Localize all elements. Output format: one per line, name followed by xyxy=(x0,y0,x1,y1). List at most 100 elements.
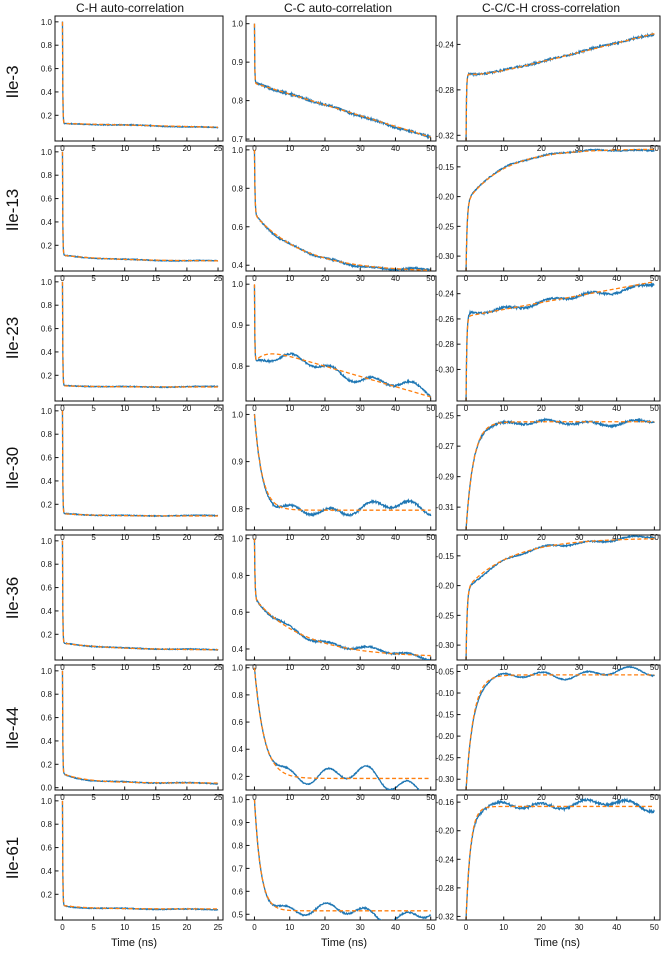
y-tick-label: 0.4 xyxy=(41,607,53,616)
y-tick-label: -0.24 xyxy=(436,855,455,864)
data-series-line xyxy=(465,417,655,530)
x-tick-label: 50 xyxy=(426,923,435,932)
fit-series-line xyxy=(61,800,219,910)
data-series-line xyxy=(61,151,219,263)
panel-frame xyxy=(245,534,437,661)
x-tick-label: 10 xyxy=(120,923,129,932)
row-label-ile23: Ile-23 xyxy=(3,317,22,360)
panel-frame xyxy=(54,275,224,402)
x-tick-label: 0 xyxy=(252,144,257,153)
y-tick-label: 0.6 xyxy=(232,887,244,896)
x-tick-label: 40 xyxy=(612,144,621,153)
fit-series-line xyxy=(465,281,655,401)
data-series-line xyxy=(61,281,219,389)
panel-grid: 0.2 0.4 0.6 0.8 1.0 0 5 10 15 20 25 0.7 0.8 0.9 1.0 0 10… xyxy=(41,15,661,932)
y-tick-label: -0.25 xyxy=(436,412,455,421)
y-tick-label: 0.2 xyxy=(41,500,53,509)
fit-series-line xyxy=(61,151,219,262)
y-tick-label: 0.0 xyxy=(41,784,53,793)
x-tick-label: 5 xyxy=(91,663,96,672)
x-tick-label: 10 xyxy=(120,404,129,413)
data-series-line xyxy=(61,670,219,785)
y-tick-label: -0.30 xyxy=(436,641,455,650)
data-series-line xyxy=(465,31,655,141)
panel-frame xyxy=(54,664,224,791)
x-tick-label: 50 xyxy=(650,663,659,672)
x-tick-label: 20 xyxy=(321,274,330,283)
data-series-line xyxy=(253,538,432,660)
panel-frame xyxy=(456,534,661,661)
panel-frame xyxy=(245,404,437,531)
y-tick-label: -0.16 xyxy=(436,798,455,807)
x-tick-label: 0 xyxy=(252,793,257,802)
x-tick-label: 40 xyxy=(612,533,621,542)
y-tick-label: 0.7 xyxy=(232,135,244,144)
x-tick-label: 30 xyxy=(575,144,584,153)
fit-series-line xyxy=(465,421,655,530)
x-tick-label: 0 xyxy=(464,404,469,413)
y-tick-label: 0.8 xyxy=(41,301,53,310)
x-tick-label: 50 xyxy=(650,793,659,802)
x-tick-label: 0 xyxy=(464,663,469,672)
x-tick-label: 25 xyxy=(214,274,223,283)
x-tick-label: 25 xyxy=(214,144,223,153)
panel-frame xyxy=(456,404,661,531)
x-tick-label: 10 xyxy=(120,144,129,153)
data-series-line xyxy=(61,540,219,651)
y-tick-label: 0.8 xyxy=(232,362,244,371)
fit-series-line xyxy=(61,281,219,388)
x-tick-label: 50 xyxy=(650,274,659,283)
x-tick-label: 40 xyxy=(612,923,621,932)
x-tick-label: 40 xyxy=(612,404,621,413)
fit-series-line xyxy=(465,538,655,660)
data-series-line xyxy=(465,148,655,271)
x-tick-label: 40 xyxy=(612,663,621,672)
data-series-line xyxy=(61,411,219,518)
y-tick-label: 0.6 xyxy=(41,844,53,853)
x-tick-label: 15 xyxy=(151,404,160,413)
x-tick-label: 30 xyxy=(356,793,365,802)
y-tick-label: -0.24 xyxy=(436,40,455,49)
data-series-line xyxy=(465,281,655,401)
x-tick-label: 30 xyxy=(356,144,365,153)
x-tick-label: 0 xyxy=(464,923,469,932)
y-tick-label: 0.9 xyxy=(232,458,244,467)
x-tick-label: 10 xyxy=(285,533,294,542)
fit-series-line xyxy=(253,667,431,780)
row-label-ile44: Ile-44 xyxy=(3,707,22,750)
y-tick-label: 0.6 xyxy=(41,325,53,334)
data-series-line xyxy=(61,800,219,911)
panel-frame xyxy=(245,664,437,791)
y-tick-label: 1.0 xyxy=(232,796,244,805)
y-tick-label: -0.20 xyxy=(436,827,455,836)
data-series-line xyxy=(253,150,432,271)
x-tick-label: 20 xyxy=(537,274,546,283)
y-tick-label: 0.6 xyxy=(41,454,53,463)
x-tick-label: 20 xyxy=(321,404,330,413)
x-tick-label: 20 xyxy=(182,404,191,413)
y-tick-label: 0.8 xyxy=(232,571,244,580)
x-tick-label: 50 xyxy=(426,663,435,672)
x-tick-label: 0 xyxy=(60,404,65,413)
x-tick-label: 20 xyxy=(321,793,330,802)
y-tick-label: 0.8 xyxy=(232,691,244,700)
y-tick-label: -0.20 xyxy=(436,732,455,741)
x-tick-label: 15 xyxy=(151,923,160,932)
x-tick-label: 20 xyxy=(537,663,546,672)
y-tick-label: -0.28 xyxy=(436,340,455,349)
y-tick-label: 0.8 xyxy=(232,184,244,193)
x-tick-label: 0 xyxy=(252,923,257,932)
xlabel-ch: Time (ns) xyxy=(111,937,157,949)
y-tick-label: 1.0 xyxy=(232,410,244,419)
y-tick-label: 0.2 xyxy=(41,630,53,639)
data-series-line xyxy=(465,535,655,660)
panel-frame xyxy=(54,404,224,531)
y-tick-label: 0.4 xyxy=(41,218,53,227)
x-tick-label: 20 xyxy=(182,274,191,283)
x-tick-label: 10 xyxy=(285,144,294,153)
fit-series-line xyxy=(61,540,219,651)
y-tick-label: -0.25 xyxy=(436,754,455,763)
fit-series-line xyxy=(61,410,219,517)
xlabel-cross: Time (ns) xyxy=(534,937,580,949)
y-tick-label: 1.0 xyxy=(41,667,53,676)
